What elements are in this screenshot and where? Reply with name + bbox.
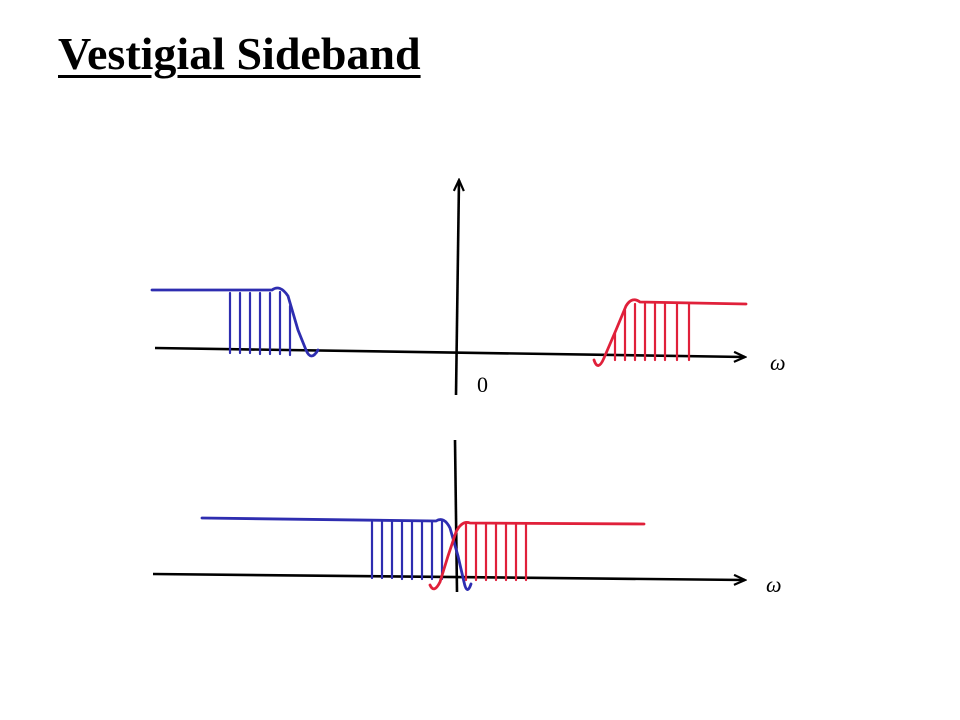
- bottom-omega-label: ω: [766, 572, 782, 597]
- top-negative-band: [150, 286, 320, 358]
- bottom-x-axis: [152, 572, 745, 580]
- bottom-positive-band: [428, 521, 646, 591]
- bottom-positive-band-outline: [428, 521, 646, 591]
- top-omega-label: ω: [770, 350, 786, 375]
- bottom-negative-band: [200, 516, 473, 591]
- top-origin-label: 0: [477, 372, 488, 397]
- top-negative-band-outline: [150, 286, 320, 358]
- top-plot: 0 ω: [150, 180, 786, 397]
- slide-title: Vestigial Sideband: [58, 28, 421, 79]
- top-y-axis: [456, 180, 459, 396]
- top-positive-band-outline: [592, 298, 748, 367]
- bottom-y-axis: [453, 439, 459, 593]
- bottom-negative-band-outline: [200, 516, 473, 591]
- top-x-axis: [154, 346, 745, 357]
- top-positive-band: [592, 298, 748, 367]
- bottom-plot: ω: [152, 439, 782, 597]
